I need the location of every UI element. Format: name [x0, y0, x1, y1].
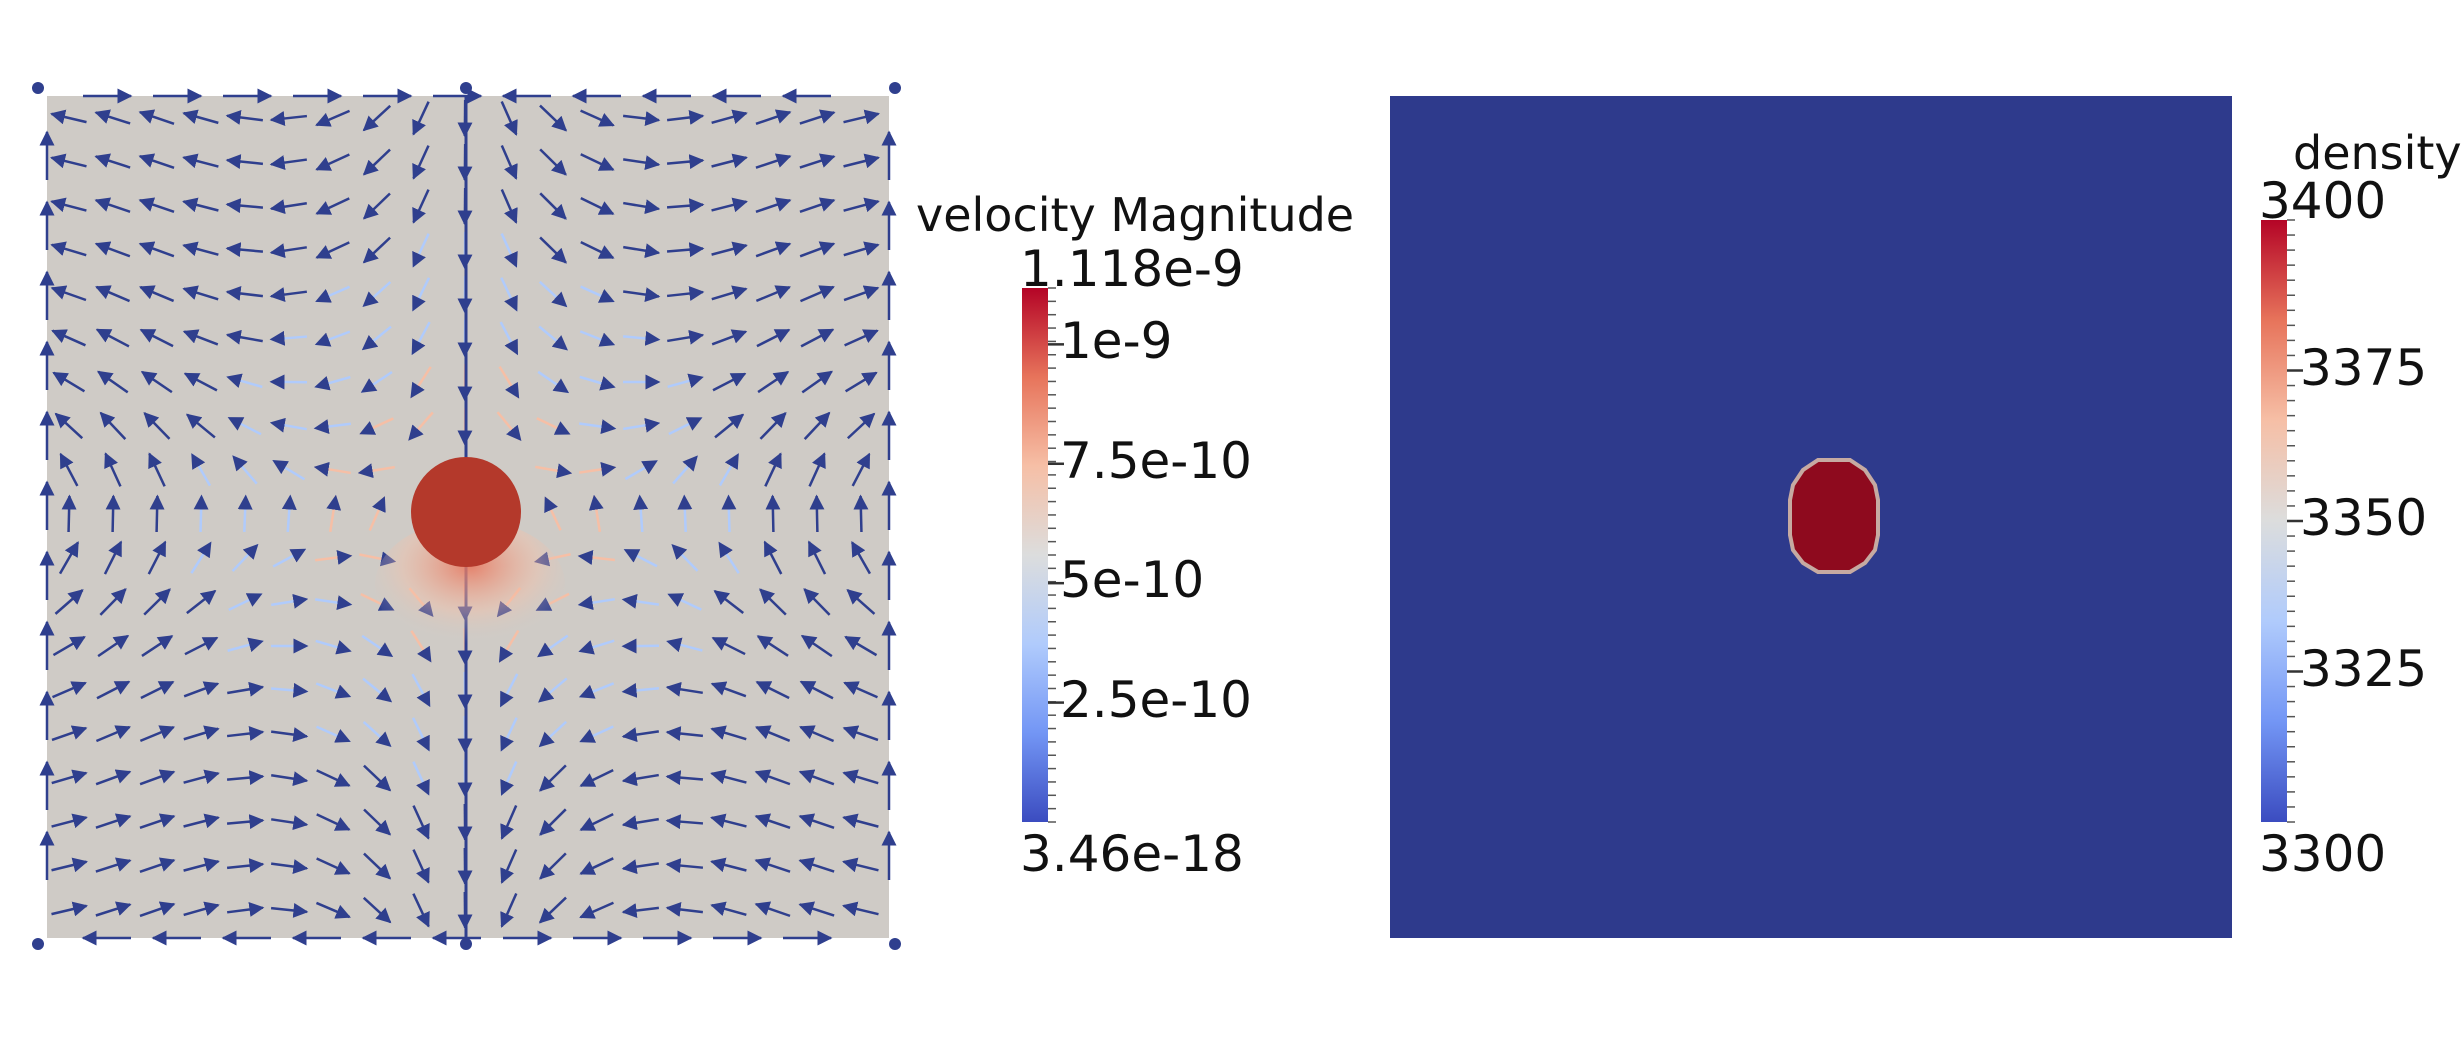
- velocity-tick-label: 7.5e-10: [1060, 432, 1252, 490]
- velocity-tick-label: 1e-9: [1060, 312, 1172, 370]
- velocity-tick-label: 2.5e-10: [1060, 671, 1252, 729]
- density-tick-label: 3325: [2300, 640, 2427, 698]
- density-tick-label: 3375: [2300, 339, 2427, 397]
- velocity-arrow: [69, 496, 70, 532]
- density-colorbar-gradient: [2261, 220, 2287, 822]
- velocity-colorbar-min-label: 3.46e-18: [1020, 825, 1244, 883]
- velocity-arrow: [729, 496, 730, 532]
- density-colorbar-min-label: 3300: [2259, 825, 2386, 883]
- velocity-arrow: [244, 496, 245, 532]
- domain-corner-dot: [32, 82, 44, 94]
- velocity-arrow: [773, 496, 774, 532]
- velocity-sphere: [411, 457, 521, 567]
- velocity-arrow: [861, 496, 862, 532]
- domain-corner-dot: [32, 938, 44, 950]
- velocity-viewport[interactable]: velocity Magnitude 1.118e-9 3.46e-18 1e-…: [0, 0, 1350, 1036]
- velocity-arrow: [157, 496, 158, 532]
- velocity-colorbar-gradient: [1022, 288, 1048, 822]
- velocity-colorbar-max-label: 1.118e-9: [1020, 240, 1244, 298]
- density-colorbar: [2261, 220, 2303, 822]
- velocity-arrow: [684, 496, 685, 532]
- domain-corner-dot: [460, 938, 472, 950]
- density-tick-label: 3350: [2300, 489, 2427, 547]
- domain-corner-dot: [460, 82, 472, 94]
- velocity-colorbar-title: velocity Magnitude: [916, 188, 1354, 242]
- velocity-colorbar: [1022, 288, 1064, 822]
- density-sphere: [1790, 460, 1878, 572]
- density-colorbar-max-label: 3400: [2259, 172, 2386, 230]
- velocity-arrow: [113, 496, 114, 532]
- velocity-tick-label: 5e-10: [1060, 551, 1204, 609]
- velocity-arrow: [817, 496, 818, 532]
- domain-corner-dot: [889, 938, 901, 950]
- velocity-arrow: [201, 496, 202, 532]
- domain-corner-dot: [889, 82, 901, 94]
